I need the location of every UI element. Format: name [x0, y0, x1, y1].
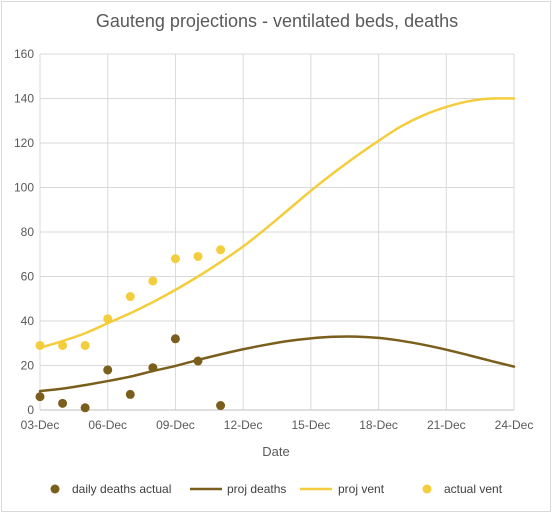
daily-deaths-actual-point: [148, 363, 158, 373]
actual-vent-point: [148, 276, 158, 286]
daily-deaths-actual-point: [170, 334, 180, 344]
legend: daily deaths actual proj deaths proj vent a…: [50, 482, 503, 496]
y-tick-label: 120: [14, 136, 34, 150]
actual-vent-point: [125, 292, 135, 302]
legend-actual-vent-marker: [422, 484, 432, 494]
proj-deaths-line: [38, 335, 516, 393]
actual-vent-point: [103, 314, 113, 324]
actual-vent-point: [80, 340, 90, 350]
chart-title: Gauteng projections - ventilated beds, d…: [96, 11, 458, 31]
legend-proj-vent-label: proj vent: [338, 482, 385, 496]
actual-vent-point: [193, 251, 203, 261]
daily-deaths-actual-point: [58, 398, 68, 408]
actual-vent-point: [58, 340, 68, 350]
x-tick-label: 12-Dec: [224, 418, 263, 432]
x-axis-label: Date: [262, 444, 289, 459]
actual-vent-point: [35, 340, 45, 350]
actual-vent-point: [216, 245, 226, 255]
series: [35, 97, 516, 413]
y-tick-label: 100: [14, 181, 34, 195]
y-tick-label: 60: [21, 270, 35, 284]
y-tick-label: 160: [14, 47, 34, 61]
proj-vent-line: [38, 97, 516, 349]
legend-proj-deaths-label: proj deaths: [227, 482, 286, 496]
axes: 0 20 40 60 80 100 120 140 160 03-Dec 06-Dec 09-Dec 1…: [14, 47, 533, 432]
x-tick-label: 09-Dec: [156, 418, 195, 432]
daily-deaths-actual-point: [193, 356, 203, 366]
legend-actual-vent-label: actual vent: [444, 482, 503, 496]
y-tick-label: 0: [27, 403, 34, 417]
legend-daily-deaths-actual-label: daily deaths actual: [72, 482, 171, 496]
y-tick-label: 20: [21, 359, 35, 373]
daily-deaths-actual-point: [35, 392, 45, 402]
daily-deaths-actual-point: [103, 365, 113, 375]
y-tick-label: 80: [21, 225, 35, 239]
x-tick-label: 15-Dec: [292, 418, 331, 432]
daily-deaths-actual-point: [80, 403, 90, 413]
x-tick-label: 24-Dec: [495, 418, 534, 432]
actual-vent-point: [170, 254, 180, 264]
x-tick-label: 21-Dec: [427, 418, 466, 432]
x-tick-label: 06-Dec: [88, 418, 127, 432]
daily-deaths-actual-point: [125, 389, 135, 399]
y-tick-label: 40: [21, 314, 35, 328]
legend-daily-deaths-actual-marker: [50, 484, 60, 494]
x-tick-label: 18-Dec: [359, 418, 398, 432]
x-tick-label: 03-Dec: [21, 418, 60, 432]
y-tick-label: 140: [14, 92, 34, 106]
daily-deaths-actual-point: [216, 401, 226, 411]
